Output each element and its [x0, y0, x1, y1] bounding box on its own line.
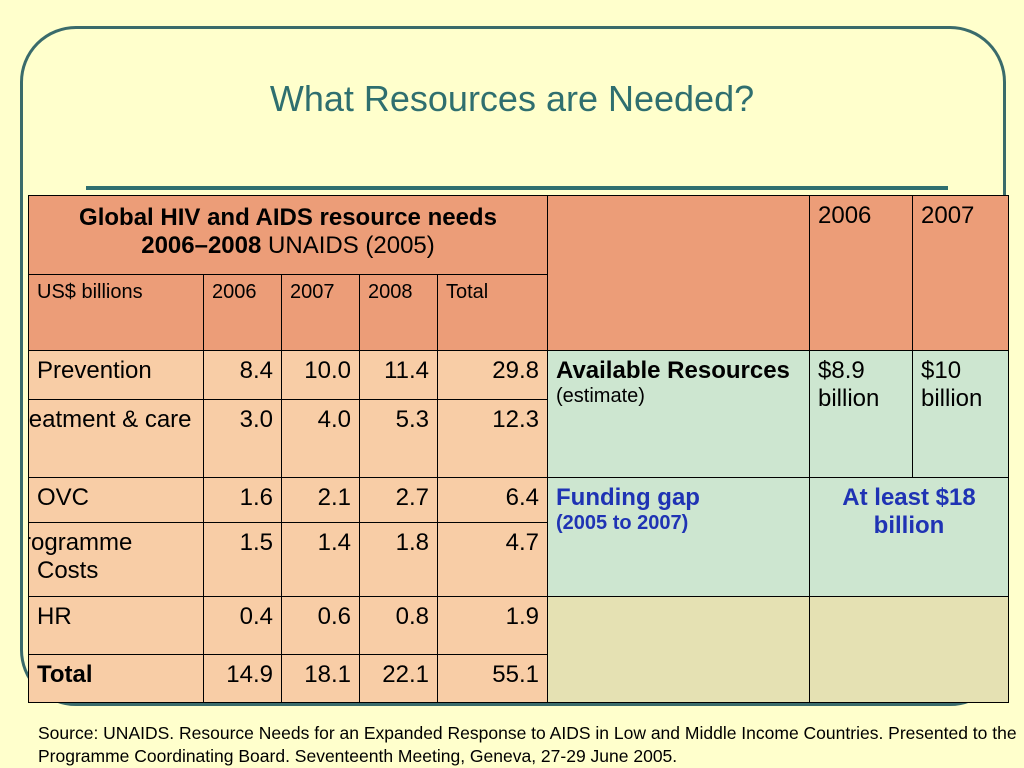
empty-cell — [547, 596, 810, 703]
available-resources-note: (estimate) — [556, 385, 645, 407]
available-2007-value: $10 billion — [912, 350, 1009, 478]
table-cell: 3.0 — [203, 399, 282, 478]
table-cell: 14.9 — [203, 654, 282, 703]
funding-gap-label-cell: Funding gap (2005 to 2007) — [547, 477, 810, 597]
available-resources-label-cell: Available Resources (estimate) — [547, 350, 810, 478]
table-cell: 55.1 — [437, 654, 548, 703]
table-cell: 11.4 — [359, 350, 438, 400]
table-cell: 1.4 — [281, 522, 360, 597]
slide-title: What Resources are Needed? — [269, 78, 755, 119]
row-label-prevention: Prevention — [28, 350, 204, 400]
column-header-2007: 2007 — [281, 274, 360, 351]
table-cell: 18.1 — [281, 654, 360, 703]
table-cell: 4.0 — [281, 399, 360, 478]
available-2006-value: $8.9 billion — [809, 350, 913, 478]
funding-gap-note: (2005 to 2007) — [556, 512, 689, 534]
resources-year-2006-header: 2006 — [809, 195, 913, 351]
table-cell: 2.7 — [359, 477, 438, 523]
resource-table: Global HIV and AIDS resource needs 2006–… — [28, 195, 1009, 703]
needs-header-bold: Global HIV and AIDS resource needs 2006–… — [79, 204, 497, 259]
table-cell: 12.3 — [437, 399, 548, 478]
available-resources-label: Available Resources — [556, 357, 790, 384]
table-cell: 8.4 — [203, 350, 282, 400]
needs-table-header: Global HIV and AIDS resource needs 2006–… — [28, 195, 548, 275]
row-label-total: Total — [28, 654, 204, 703]
table-cell: 0.4 — [203, 596, 282, 655]
row-label-programme-costs: Programme Costs — [28, 522, 204, 597]
resources-header-blank — [547, 195, 810, 351]
column-header-total: Total — [437, 274, 548, 351]
empty-cell — [809, 596, 1009, 703]
table-cell: 1.6 — [203, 477, 282, 523]
resources-year-2007-header: 2007 — [912, 195, 1009, 351]
table-cell: 6.4 — [437, 477, 548, 523]
row-label-treatment: Treatment & care — [28, 399, 204, 478]
column-header-2006: 2006 — [203, 274, 282, 351]
table-cell: 29.8 — [437, 350, 548, 400]
source-citation: Source: UNAIDS. Resource Needs for an Ex… — [38, 723, 1017, 766]
table-cell: 10.0 — [281, 350, 360, 400]
title-underline — [86, 186, 948, 190]
row-label-ovc: OVC — [28, 477, 204, 523]
table-cell: 1.5 — [203, 522, 282, 597]
table-cell: 4.7 — [437, 522, 548, 597]
funding-gap-value: At least $18 billion — [809, 477, 1009, 597]
table-cell: 22.1 — [359, 654, 438, 703]
column-header-2008: 2008 — [359, 274, 438, 351]
table-cell: 5.3 — [359, 399, 438, 478]
needs-header-source: UNAIDS (2005) — [268, 232, 435, 259]
table-cell: 2.1 — [281, 477, 360, 523]
table-cell: 1.8 — [359, 522, 438, 597]
row-label-hr: HR — [28, 596, 204, 655]
column-header-units: US$ billions — [28, 274, 204, 351]
table-cell: 0.8 — [359, 596, 438, 655]
table-cell: 0.6 — [281, 596, 360, 655]
funding-gap-label: Funding gap — [556, 484, 700, 511]
table-cell: 1.9 — [437, 596, 548, 655]
